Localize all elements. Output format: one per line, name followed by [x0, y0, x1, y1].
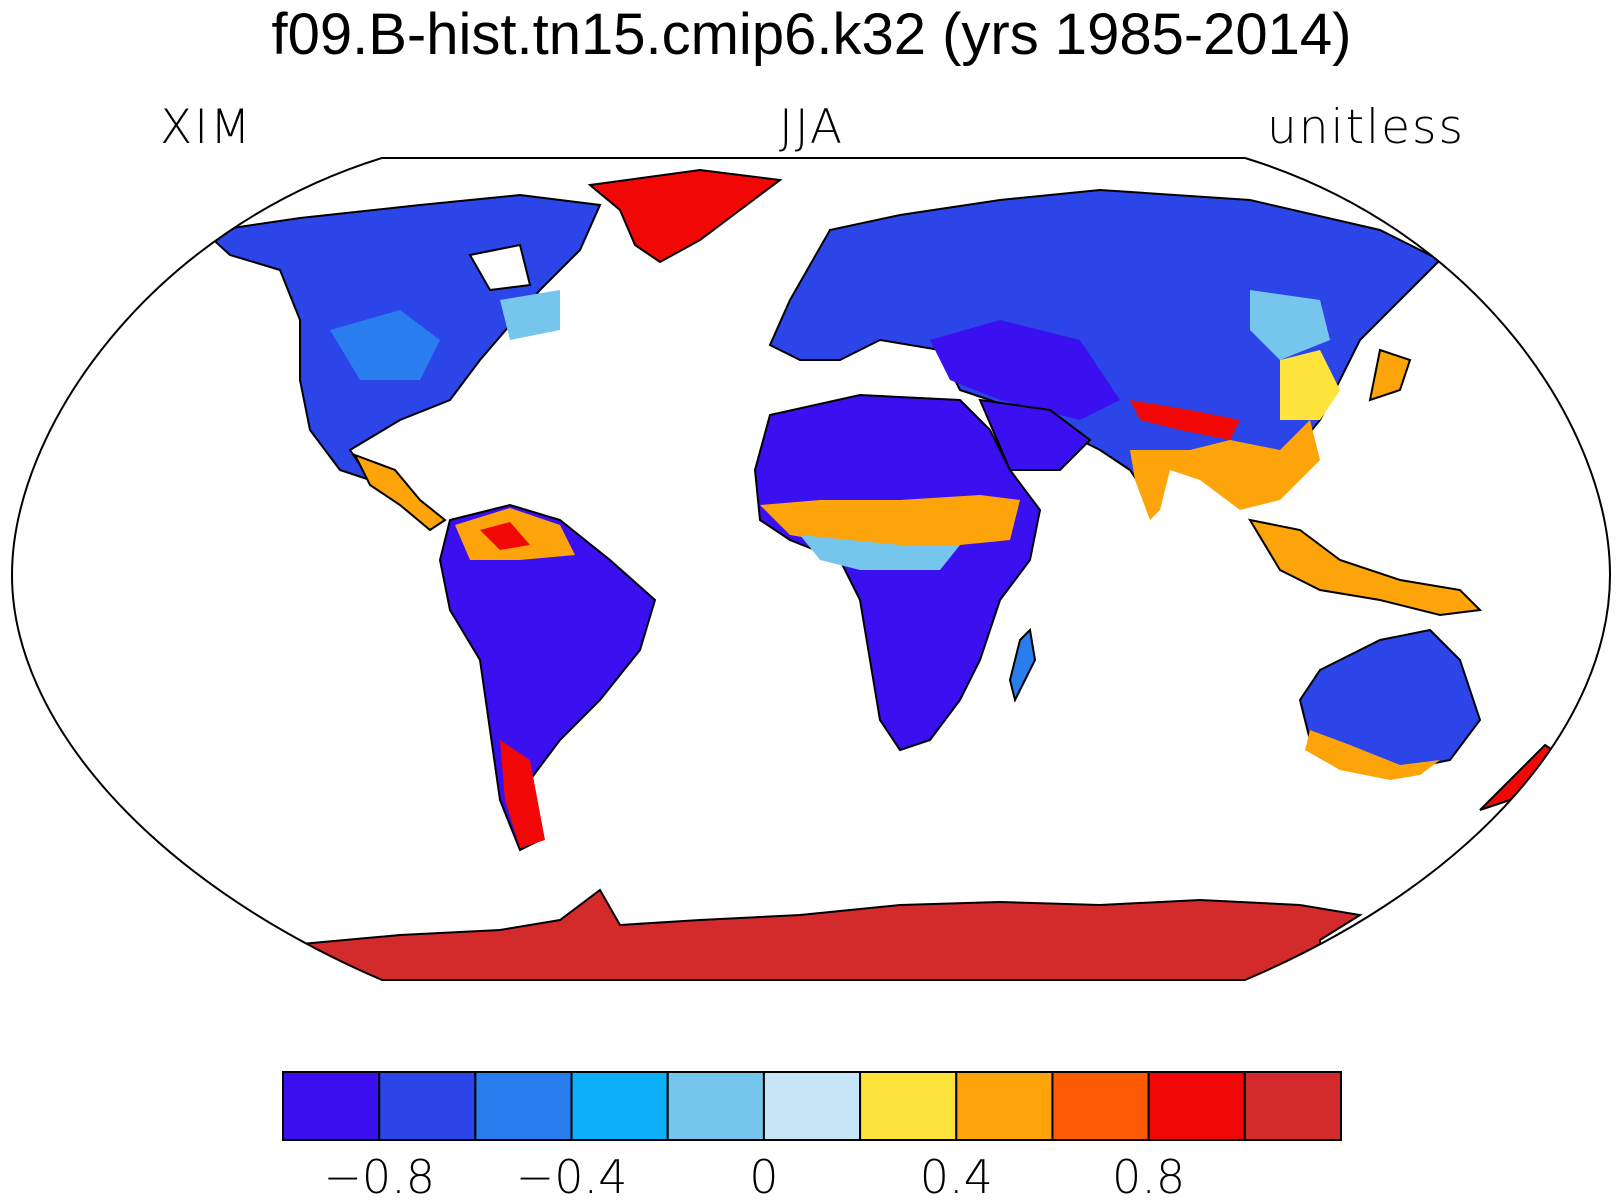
variable-label: XIM — [160, 100, 253, 155]
map-title: f09.B-hist.tn15.cmip6.k32 (yrs 1985-2014… — [271, 2, 1352, 67]
colorbar-tick-label: −0.8 — [323, 1150, 436, 1204]
central-america-land — [352, 453, 447, 532]
south-america-north-hot — [480, 522, 530, 550]
season-label: JJA — [778, 100, 845, 155]
colorbar-swatch — [1243, 1071, 1343, 1141]
australia-land — [1298, 628, 1482, 772]
world-map — [10, 157, 1612, 981]
hudson-bay — [468, 243, 532, 292]
colorbar-tick-label: 0.8 — [1112, 1150, 1186, 1204]
colorbar-swatch — [570, 1071, 669, 1141]
colorbar-swatch — [378, 1071, 477, 1141]
units-label: unitless — [1266, 100, 1465, 155]
colorbar-tick-label: 0.4 — [919, 1150, 993, 1204]
colorbar-tick-label: 0 — [749, 1150, 779, 1204]
colorbar-swatch — [282, 1071, 381, 1141]
east-china-yellow — [1280, 350, 1340, 420]
greenland-land — [587, 168, 783, 264]
south-asia-warm — [1130, 420, 1320, 520]
colorbar-swatch — [955, 1071, 1054, 1141]
colorbar — [282, 1071, 1343, 1141]
colorbar-swatch — [1147, 1071, 1246, 1141]
japan-land — [1368, 348, 1412, 402]
colorbar-swatch — [762, 1071, 862, 1141]
antarctica-land — [289, 888, 1363, 980]
australia-south-warm — [1305, 730, 1440, 780]
east-asia-light — [1250, 290, 1330, 360]
colorbar-swatch — [666, 1071, 765, 1141]
colorbar-swatch — [859, 1071, 958, 1141]
colorbar-swatch — [474, 1071, 573, 1141]
arabia-land — [978, 398, 1092, 471]
sahel-light — [800, 535, 960, 570]
north-america-light-patch — [330, 310, 440, 380]
colorbar-swatch — [1051, 1071, 1150, 1141]
map-border — [10, 157, 1612, 981]
central-asia-cold — [930, 320, 1120, 420]
south-america-south-warm — [500, 740, 545, 848]
southeast-asia-islands — [1247, 518, 1483, 617]
colorbar-tick-label: −0.4 — [515, 1150, 628, 1204]
africa-land — [753, 393, 1042, 752]
sahel-warm — [760, 495, 1020, 545]
madagascar-land — [1008, 627, 1037, 703]
himalaya-hot — [1130, 400, 1240, 440]
north-america-light-patch — [500, 290, 560, 340]
